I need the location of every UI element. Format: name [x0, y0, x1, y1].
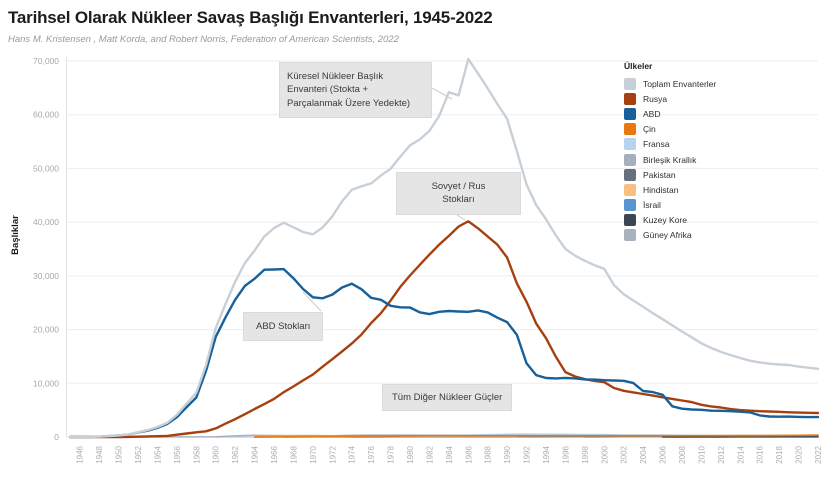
legend-label: Fransa [643, 139, 670, 150]
x-tick-label: 1996 [561, 445, 570, 463]
x-tick-label: 1960 [212, 445, 221, 463]
legend-item-southafrica: Güney Afrika [624, 228, 716, 243]
annotation-global-inventory: Küresel Nükleer Başlık Envanteri (Stokta… [279, 62, 432, 118]
series-line-russia [68, 220, 820, 439]
legend-item-israel: İsrail [624, 198, 716, 213]
annotation-leader [431, 87, 453, 100]
legend-item-china: Çin [624, 122, 716, 137]
legend-swatch [624, 77, 636, 90]
legend: Ülkeler Toplam Envanterler Rusya ABD Çin Fra… [624, 61, 716, 243]
x-tick-label: 1964 [251, 445, 260, 463]
x-tick-label: 2002 [620, 445, 629, 463]
x-tick-label: 1962 [231, 445, 240, 463]
legend-swatch [624, 123, 636, 136]
legend-item-russia: Rusya [624, 91, 716, 106]
legend-swatch [624, 214, 636, 227]
x-tick-label: 2012 [717, 445, 726, 463]
y-tick-label: 70,000 [33, 56, 59, 66]
x-tick-label: 1976 [367, 445, 376, 463]
x-tick-label: 2020 [795, 445, 804, 463]
legend-swatch [624, 153, 636, 166]
x-tick-label: 1954 [153, 445, 162, 463]
x-tick-label: 1970 [309, 445, 318, 463]
x-tick-label: 1986 [464, 445, 473, 463]
x-tick-label: 2004 [639, 445, 648, 463]
y-tick-label: 20,000 [33, 325, 59, 335]
y-tick-label: 40,000 [33, 217, 59, 227]
legend-label: Rusya [643, 93, 668, 104]
x-tick-label: 1946 [76, 445, 85, 463]
legend-swatch [624, 168, 636, 181]
legend-item-pakistan: Pakistan [624, 167, 716, 182]
legend-label: Hindistan [643, 184, 679, 195]
legend-label: Pakistan [643, 169, 676, 180]
legend-label: Çin [643, 124, 656, 135]
x-tick-label: 1948 [95, 445, 104, 463]
legend-label: Kuzey Kore [643, 215, 687, 226]
series-line-us [68, 267, 820, 439]
legend-label: Güney Afrika [643, 230, 692, 241]
x-tick-label: 1968 [289, 445, 298, 463]
legend-swatch [624, 107, 636, 120]
legend-label: Birleşik Krallık [643, 154, 697, 165]
legend-item-northkorea: Kuzey Kore [624, 213, 716, 228]
x-tick-label: 1984 [445, 445, 454, 463]
x-tick-label: 1980 [406, 445, 415, 463]
legend-title: Ülkeler [624, 61, 653, 71]
annotation-other-powers: Tüm Diğer Nükleer Güçler [382, 384, 513, 412]
series-line-china [253, 434, 819, 438]
legend-swatch [624, 138, 636, 151]
x-tick-label: 2008 [678, 445, 687, 463]
x-tick-label: 1994 [542, 445, 551, 463]
x-tick-label: 1990 [503, 445, 512, 463]
x-tick-label: 2014 [736, 445, 745, 463]
x-tick-label: 1966 [270, 445, 279, 463]
legend-label: İsrail [643, 200, 661, 211]
y-axis-title: Başlıklar [10, 215, 21, 255]
legend-item-india: Hindistan [624, 182, 716, 197]
x-tick-label: 1998 [581, 445, 590, 463]
x-tick-label: 1978 [387, 445, 396, 463]
page-title: Tarihsel Olarak Nükleer Savaş Başlığı En… [8, 8, 493, 27]
legend-item-total: Toplam Envanterler [624, 76, 716, 91]
x-tick-label: 1992 [523, 445, 532, 463]
x-tick-label: 1982 [425, 445, 434, 463]
legend-swatch [624, 183, 636, 196]
series-line-total [68, 57, 820, 439]
x-tick-label: 2016 [756, 445, 765, 463]
annotation-soviet-stockpile: Sovyet / Rus Stokları [396, 172, 521, 215]
legend-swatch [624, 92, 636, 105]
x-tick-label: 1950 [115, 445, 124, 463]
x-tick-label: 1956 [173, 445, 182, 463]
y-tick-label: 30,000 [33, 271, 59, 281]
annotation-leader [302, 291, 322, 312]
y-tick-label: 50,000 [33, 163, 59, 173]
legend-item-us: ABD [624, 106, 716, 121]
legend-swatch [624, 199, 636, 212]
legend-label: Toplam Envanterler [643, 78, 717, 89]
x-tick-label: 1958 [192, 445, 201, 463]
x-tick-label: 1952 [134, 445, 143, 463]
legend-item-france: Fransa [624, 137, 716, 152]
annotation-us-stockpile: ABD Stokları [243, 312, 324, 342]
legend-label: ABD [643, 108, 661, 119]
y-tick-label: 10,000 [33, 378, 59, 388]
x-tick-label: 1988 [484, 445, 493, 463]
x-tick-label: 1974 [348, 445, 357, 463]
x-tick-label: 2018 [775, 445, 784, 463]
x-tick-label: 2022 [814, 445, 823, 463]
x-tick-label: 2010 [697, 445, 706, 463]
x-tick-label: 2000 [600, 445, 609, 463]
legend-swatch [624, 229, 636, 242]
x-tick-label: 2006 [659, 445, 668, 463]
y-tick-label: 60,000 [33, 110, 59, 120]
chart-source-byline: Hans M. Kristensen , Matt Korda, and Rob… [8, 34, 399, 45]
y-tick-label: 0 [54, 432, 59, 442]
x-tick-label: 1972 [328, 445, 337, 463]
legend-item-uk: Birleşik Krallık [624, 152, 716, 167]
annotation-leader [456, 214, 466, 221]
legend-items: Toplam Envanterler Rusya ABD Çin Fransa Birle… [624, 76, 716, 243]
